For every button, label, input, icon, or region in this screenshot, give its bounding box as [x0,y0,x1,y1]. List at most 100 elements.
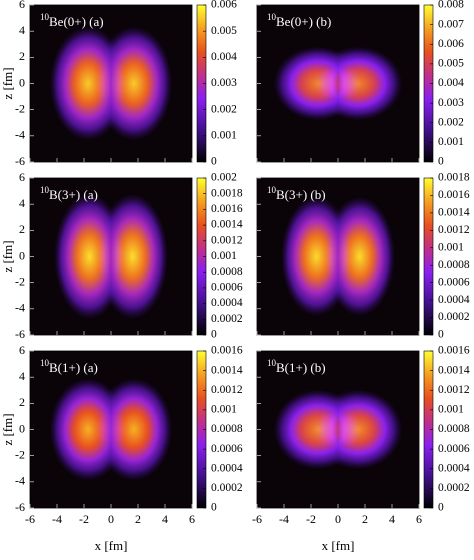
label-superscript: 10 [40,12,50,22]
density-blob [313,46,403,121]
label-superscript: 10 [40,185,50,195]
panel-label: 10B(3+) (a) [40,185,98,202]
colorbar-tick-label: 0.0008 [438,259,470,271]
density-map [49,377,173,482]
y-tick-label: 4 [19,369,25,383]
colorbar-tick-label: 0.001 [211,250,237,262]
colorbar-tick-label: 0.001 [211,129,237,141]
colorbar-tick-label: 0.0006 [211,443,243,455]
x-axis-label: x [fm] [95,538,128,553]
density-map [49,25,173,142]
y-tick-label: 0 [19,75,25,89]
colorbar-tick-label: 0.0002 [438,311,470,323]
colorbar-tick-label: 0 [211,502,217,514]
colorbar-tick-label: 0.0016 [211,345,243,357]
colorbar-tick-label: 0.008 [438,0,464,11]
colorbar-tick-label: 0.0014 [438,364,470,376]
x-tick-label: 2 [362,512,368,526]
y-tick-label: 4 [19,196,25,210]
y-tick-label: -2 [15,101,25,115]
label-text: B(3+) (a) [49,187,98,202]
label-superscript: 10 [267,358,277,368]
colorbar-tick-label: 0.0008 [438,423,470,435]
colorbar-tick-label: 0.0014 [211,364,243,376]
colorbar-tick-label: 0.0008 [211,266,243,278]
colorbar-tick-label: 0.0014 [211,219,243,231]
colorbar-tick-label: 0.003 [438,97,464,109]
density-map [273,389,403,470]
y-tick-label: -6 [15,500,25,514]
colorbar-tick-label: 0.0004 [211,297,243,309]
colorbar-tick-label: 0.001 [211,404,237,416]
x-tick-label: 0 [108,512,114,526]
colorbar-tick-label: 0.0006 [438,276,470,288]
colorbar-tick-label: 0.0006 [438,443,470,455]
label-superscript: 10 [40,358,50,368]
colorbar-tick-label: 0.0002 [438,482,470,494]
colorbar-tick-label: 0.0014 [438,207,470,219]
colorbar-tick-label: 0.004 [211,51,237,63]
density-map [53,193,169,320]
colorbar-tick-label: 0 [438,502,444,514]
x-tick-label: -6 [252,512,262,526]
density-blob [323,196,396,317]
y-tick-label: 2 [19,395,25,409]
x-tick-label: -4 [279,512,289,526]
colorbar-tick-label: 0.007 [438,18,464,30]
colorbar-tick-label: 0.0012 [211,384,243,396]
y-tick-label: 0 [19,421,25,435]
x-tick-label: -6 [25,512,35,526]
y-tick-label: 4 [19,23,25,37]
x-tick-label: 4 [162,512,168,526]
colorbar-tick-label: 0.006 [211,0,237,11]
density-map [273,46,403,121]
colorbar-tick-label: 0.002 [438,116,464,128]
colorbar-tick-label: 0.005 [211,25,237,37]
y-tick-label: -2 [15,447,25,461]
colorbar-tick-label: 0.006 [438,38,464,50]
y-tick-label: 6 [19,343,25,357]
panel-label: 10B(1+) (a) [40,358,98,375]
colorbar-tick-label: 0.0002 [211,482,243,494]
x-tick-label: 2 [135,512,141,526]
colorbar-tick-label: 0 [211,329,217,341]
panel-label: 10B(3+) (b) [267,185,326,202]
colorbar-tick-label: 0.0018 [211,187,243,199]
y-tick-label: -4 [15,128,25,142]
colorbar-tick-label: 0.0004 [211,462,243,474]
y-axis-label: z [fm] [0,67,15,99]
x-tick-label: -2 [79,512,89,526]
label-text: Be(0+) (b) [276,14,331,29]
density-map [280,196,396,317]
y-tick-label: -6 [15,327,25,341]
x-tick-label: -4 [52,512,62,526]
y-axis-label: z [fm] [0,240,15,272]
colorbar-tick-label: 0.0004 [438,462,470,474]
colorbar-tick-label: 0.0002 [211,313,243,325]
y-tick-label: -2 [15,274,25,288]
panel-label: 10B(1+) (b) [267,358,326,375]
x-tick-label: 4 [389,512,395,526]
colorbar-tick-label: 0.0012 [438,384,470,396]
colorbar-tick-label: 0.004 [438,77,464,89]
colorbar-tick-label: 0.0012 [211,234,243,246]
y-tick-label: -4 [15,474,25,488]
colorbar-tick-label: 0.0012 [438,224,470,236]
colorbar-tick-label: 0.0016 [211,203,243,215]
colorbar-tick-label: 0.001 [438,136,464,148]
density-blob [313,389,403,470]
y-axis-label: z [fm] [0,413,15,445]
y-tick-label: 6 [19,0,25,11]
colorbar-tick-label: 0.0008 [211,423,243,435]
y-tick-label: 0 [19,248,25,262]
y-tick-label: -4 [15,301,25,315]
density-blob [95,25,173,142]
colorbar-tick-label: 0.0006 [211,282,243,294]
colorbar-tick-label: 0.001 [438,241,464,253]
colorbar-tick-label: 0.005 [438,58,464,70]
colorbar-tick-label: 0.0016 [438,345,470,357]
x-tick-label: -2 [306,512,316,526]
panel-label: 10Be(0+) (a) [40,12,104,29]
label-superscript: 10 [267,12,277,22]
